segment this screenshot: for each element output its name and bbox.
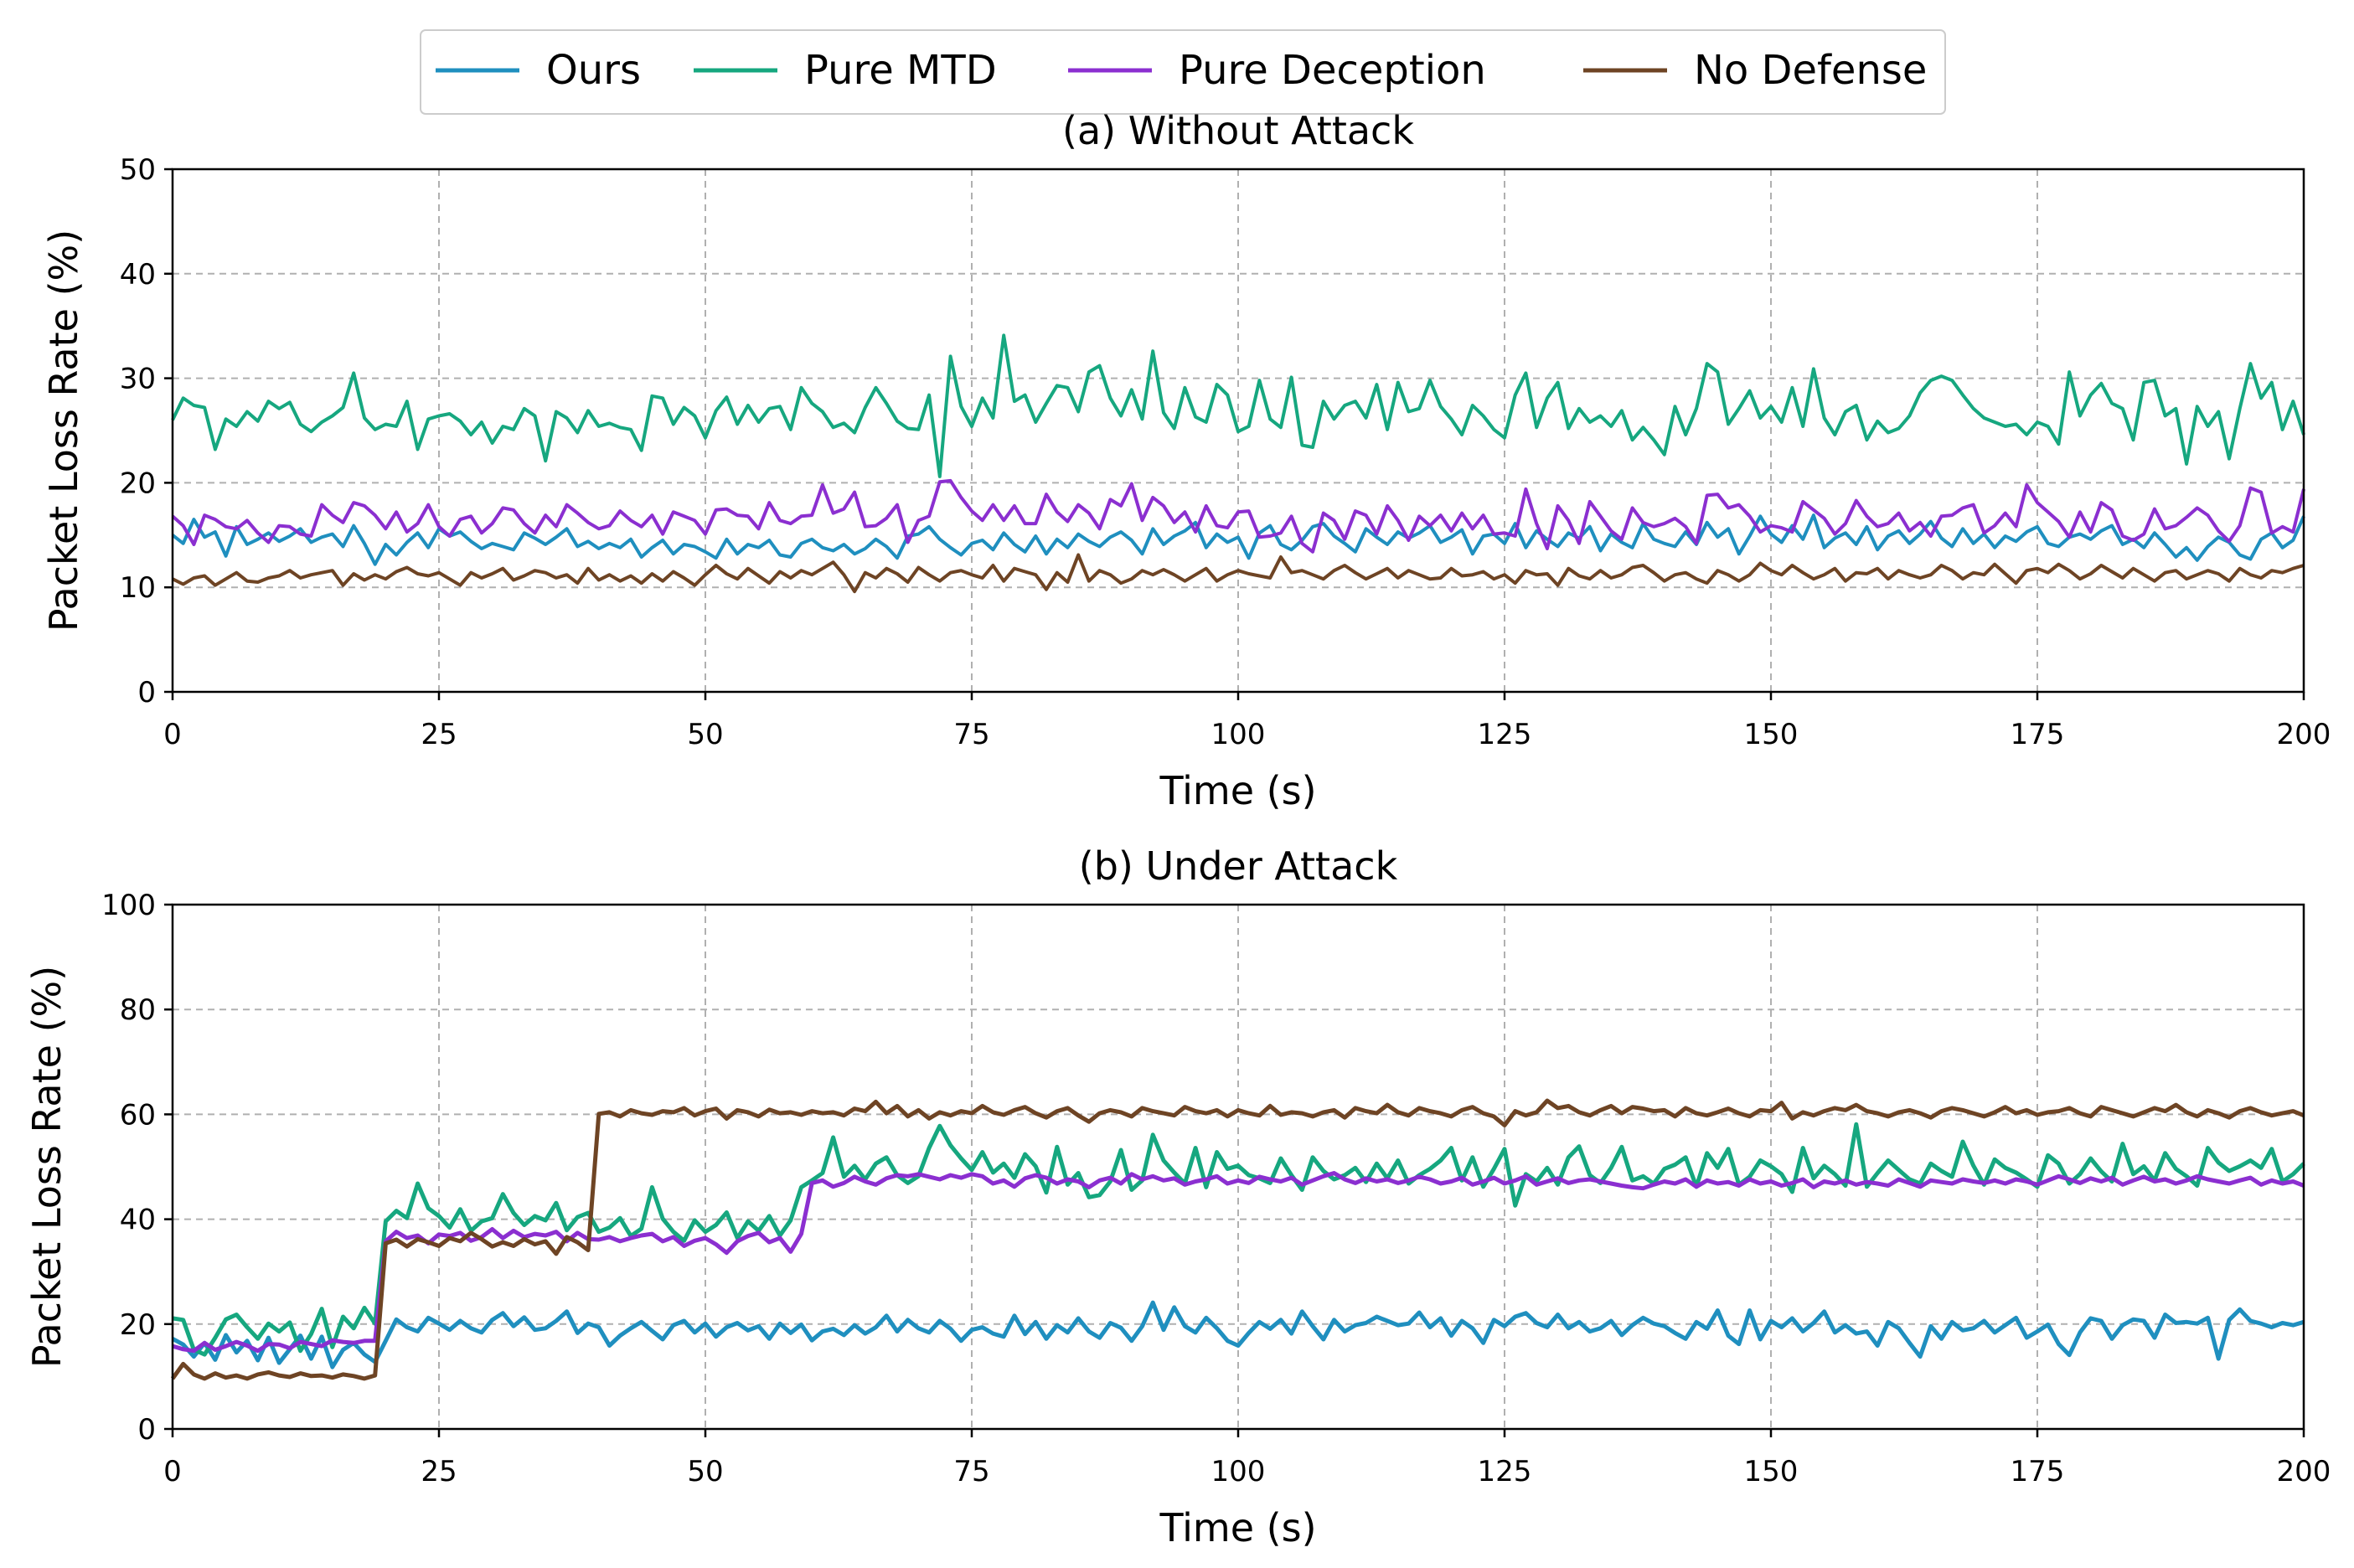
legend-label-3: No Defense <box>1694 47 1927 94</box>
x-tick-label: 175 <box>2011 1455 2065 1488</box>
legend-label-2: Pure Deception <box>1179 47 1486 94</box>
y-tick-label: 40 <box>120 258 156 291</box>
x-tick-label: 50 <box>687 718 723 751</box>
x-tick-label: 125 <box>1478 1455 1532 1488</box>
x-axis-label: Time (s) <box>1159 1505 1316 1550</box>
x-tick-label: 50 <box>687 1455 723 1488</box>
x-tick-label: 150 <box>1744 718 1799 751</box>
series-line-pure-deception <box>171 478 2305 554</box>
x-tick-label: 0 <box>163 718 182 751</box>
y-axis-label: Packet Loss Rate (%) <box>41 230 86 632</box>
y-tick-label: 20 <box>120 1308 156 1342</box>
y-axis-label: Packet Loss Rate (%) <box>24 966 70 1368</box>
series-line-no-defense <box>172 553 2305 594</box>
legend-label-0: Ours <box>546 47 641 94</box>
y-tick-label: 40 <box>120 1204 156 1237</box>
y-tick-label: 0 <box>137 676 156 709</box>
x-tick-label: 75 <box>953 1455 989 1488</box>
series-line-pure-deception <box>172 1171 2305 1354</box>
y-tick-label: 30 <box>120 363 156 396</box>
y-tick-label: 20 <box>120 467 156 500</box>
legend-frame <box>420 29 1946 115</box>
y-tick-label: 80 <box>120 993 156 1027</box>
panel-under-attack: 0 25 50 75 100 125 150 175 200 0 20 40 60 80 100 (b) Un… <box>24 843 2331 1550</box>
x-tick-label: 100 <box>1211 1455 1266 1488</box>
legend: Ours Pure MTD Pure Deception No Defense <box>420 29 1946 115</box>
x-tick-label: 25 <box>421 718 457 751</box>
y-tick-label: 0 <box>137 1413 156 1447</box>
x-axis-label: Time (s) <box>1159 768 1316 813</box>
y-tick-label: 10 <box>120 571 156 605</box>
series-line-ours <box>171 1300 2305 1369</box>
series-line-pure-mtd <box>172 1122 2305 1357</box>
x-tick-label: 100 <box>1211 718 1266 751</box>
chart-title: (a) Without Attack <box>1062 108 1414 153</box>
panel-without-attack: 0 25 50 75 100 125 150 175 200 0 10 20 30 40 50 (a) Wit… <box>41 108 2331 813</box>
x-tick-label: 25 <box>421 1455 457 1488</box>
chart-title: (b) Under Attack <box>1079 843 1398 889</box>
legend-label-1: Pure MTD <box>804 47 997 94</box>
x-tick-label: 125 <box>1478 718 1532 751</box>
x-tick-label: 150 <box>1744 1455 1799 1488</box>
y-tick-label: 100 <box>101 889 156 922</box>
x-tick-label: 200 <box>2277 718 2331 751</box>
x-tick-label: 0 <box>163 1455 182 1488</box>
x-tick-label: 200 <box>2277 1455 2331 1488</box>
y-tick-label: 50 <box>120 153 156 187</box>
series-line-ours <box>171 513 2305 566</box>
x-tick-label: 75 <box>953 718 989 751</box>
series-line-pure-mtd <box>171 333 2305 478</box>
y-tick-label: 60 <box>120 1098 156 1132</box>
series-line-no-defense <box>170 1098 2305 1381</box>
x-tick-label: 175 <box>2011 718 2065 751</box>
